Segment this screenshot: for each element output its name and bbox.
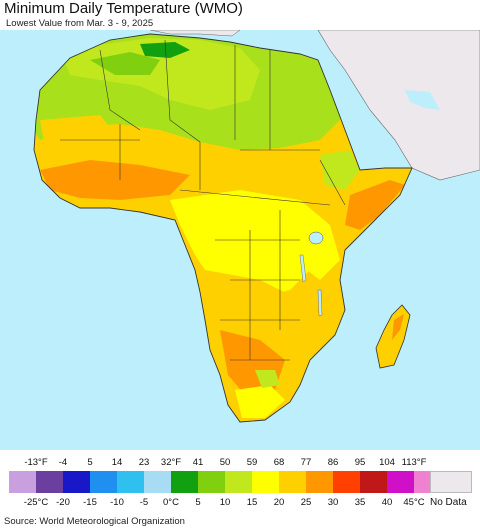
lake-victoria: [308, 231, 324, 245]
fahrenheit-tick: 5: [87, 457, 93, 468]
map-subtitle: Lowest Value from Mar. 3 - 9, 2025: [6, 18, 154, 29]
persian-gulf: [405, 90, 440, 110]
no-data-label: No Data: [430, 497, 467, 508]
fahrenheit-tick: 32°F: [160, 457, 182, 468]
temperature-map: [0, 30, 480, 450]
celsius-tick: -5: [139, 497, 149, 508]
fahrenheit-tick: 41: [192, 457, 204, 468]
fahrenheit-tick: 50: [219, 457, 231, 468]
fahrenheit-tick: 68: [273, 457, 285, 468]
fahrenheit-tick: -13°F: [24, 457, 48, 468]
celsius-tick: 30: [327, 497, 339, 508]
color-scale: [0, 471, 480, 493]
legend-swatch: [279, 471, 306, 493]
temperature-legend: -13°F -4 5 14 23 32°F 41 50 59 68 77 86 95 104 113°F -…: [0, 455, 480, 515]
legend-swatch: [387, 471, 414, 493]
fahrenheit-tick: 77: [300, 457, 312, 468]
legend-swatch: [90, 471, 117, 493]
legend-swatch: [306, 471, 333, 493]
legend-swatch: [63, 471, 90, 493]
legend-swatch: [144, 471, 171, 493]
legend-swatch: [171, 471, 198, 493]
celsius-tick: 0°C: [163, 497, 179, 508]
fahrenheit-tick: -4: [58, 457, 68, 468]
legend-swatch: [9, 471, 36, 493]
celsius-tick: 20: [273, 497, 285, 508]
celsius-tick: 35: [354, 497, 366, 508]
celsius-scale: -25°C -20 -15 -10 -5 0°C 5 10 15 20 25 30 35 40 45°C: [0, 497, 480, 510]
legend-swatch: [252, 471, 279, 493]
celsius-tick: -25°C: [23, 497, 49, 508]
celsius-tick: -10: [110, 497, 124, 508]
map-title: Minimum Daily Temperature (WMO): [4, 0, 243, 17]
fahrenheit-tick: 86: [327, 457, 339, 468]
fahrenheit-tick: 104: [379, 457, 395, 468]
legend-swatch: [360, 471, 387, 493]
celsius-tick: 15: [246, 497, 258, 508]
celsius-tick: 40: [381, 497, 393, 508]
legend-swatch: [333, 471, 360, 493]
source-credit: Source: World Meteorological Organizatio…: [4, 516, 185, 527]
fahrenheit-scale: -13°F -4 5 14 23 32°F 41 50 59 68 77 86 95 104 113°F: [0, 457, 480, 470]
legend-swatch: [36, 471, 63, 493]
country-borders: [60, 39, 346, 361]
legend-swatch: [117, 471, 144, 493]
celsius-tick: -20: [56, 497, 70, 508]
arabian-peninsula: [317, 30, 480, 181]
lake-malawi: [317, 289, 323, 317]
celsius-tick: 10: [219, 497, 231, 508]
fahrenheit-tick: 95: [354, 457, 366, 468]
legend-swatch: [225, 471, 252, 493]
celsius-tick: 45°C: [403, 497, 425, 508]
no-data-swatch: [430, 471, 472, 493]
red-sea: [318, 60, 378, 156]
fahrenheit-tick: 113°F: [401, 457, 427, 468]
celsius-tick: 25: [300, 497, 312, 508]
lake-tanganyika: [299, 254, 307, 283]
fahrenheit-tick: 23: [138, 457, 150, 468]
celsius-tick: 5: [195, 497, 201, 508]
celsius-tick: -15: [83, 497, 97, 508]
fahrenheit-tick: 59: [246, 457, 258, 468]
southern-europe: [149, 30, 241, 37]
fahrenheit-tick: 14: [111, 457, 123, 468]
africa-map-svg: [33, 30, 480, 423]
legend-swatch: [198, 471, 225, 493]
